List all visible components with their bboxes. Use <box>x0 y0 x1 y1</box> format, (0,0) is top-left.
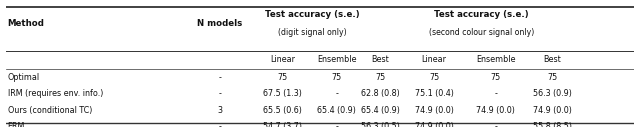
Text: (digit signal only): (digit signal only) <box>278 28 346 37</box>
Text: N models: N models <box>197 19 243 28</box>
Text: 56.3 (0.5): 56.3 (0.5) <box>361 122 399 127</box>
Text: 55.8 (8.5): 55.8 (8.5) <box>532 122 572 127</box>
Text: 54.7 (3.7): 54.7 (3.7) <box>263 122 302 127</box>
Text: 62.8 (0.8): 62.8 (0.8) <box>361 90 399 99</box>
Text: Best: Best <box>543 55 561 64</box>
Text: 67.5 (1.3): 67.5 (1.3) <box>263 90 302 99</box>
Text: ERM: ERM <box>8 122 25 127</box>
Text: 75: 75 <box>429 73 439 82</box>
Text: (second colour signal only): (second colour signal only) <box>429 28 534 37</box>
Text: 74.9 (0.0): 74.9 (0.0) <box>415 122 454 127</box>
Text: 74.9 (0.0): 74.9 (0.0) <box>532 106 572 115</box>
Text: Ensemble: Ensemble <box>317 55 356 64</box>
Text: 65.5 (0.6): 65.5 (0.6) <box>263 106 302 115</box>
Text: Test accuracy (s.e.): Test accuracy (s.e.) <box>264 10 359 19</box>
Text: 75: 75 <box>375 73 385 82</box>
Text: 65.4 (0.9): 65.4 (0.9) <box>361 106 399 115</box>
Text: Optimal: Optimal <box>8 73 40 82</box>
Text: IRM (requires env. info.): IRM (requires env. info.) <box>8 90 103 99</box>
Text: Method: Method <box>8 19 45 28</box>
Text: 65.4 (0.9): 65.4 (0.9) <box>317 106 356 115</box>
Text: -: - <box>494 90 497 99</box>
Text: -: - <box>218 90 221 99</box>
Text: -: - <box>335 90 339 99</box>
Text: Ours (conditional TC): Ours (conditional TC) <box>8 106 92 115</box>
Text: 74.9 (0.0): 74.9 (0.0) <box>476 106 515 115</box>
Text: 75: 75 <box>332 73 342 82</box>
Text: 74.9 (0.0): 74.9 (0.0) <box>415 106 454 115</box>
Text: 75: 75 <box>490 73 500 82</box>
Text: -: - <box>494 122 497 127</box>
Text: Linear: Linear <box>270 55 295 64</box>
Text: Test accuracy (s.e.): Test accuracy (s.e.) <box>434 10 529 19</box>
Text: 75: 75 <box>547 73 557 82</box>
Text: Ensemble: Ensemble <box>476 55 515 64</box>
Text: -: - <box>335 122 339 127</box>
Text: 56.3 (0.9): 56.3 (0.9) <box>532 90 572 99</box>
Text: 75: 75 <box>277 73 287 82</box>
Text: -: - <box>218 122 221 127</box>
Text: Linear: Linear <box>422 55 447 64</box>
Text: Best: Best <box>371 55 389 64</box>
Text: -: - <box>218 73 221 82</box>
Text: 75.1 (0.4): 75.1 (0.4) <box>415 90 454 99</box>
Text: 3: 3 <box>217 106 222 115</box>
